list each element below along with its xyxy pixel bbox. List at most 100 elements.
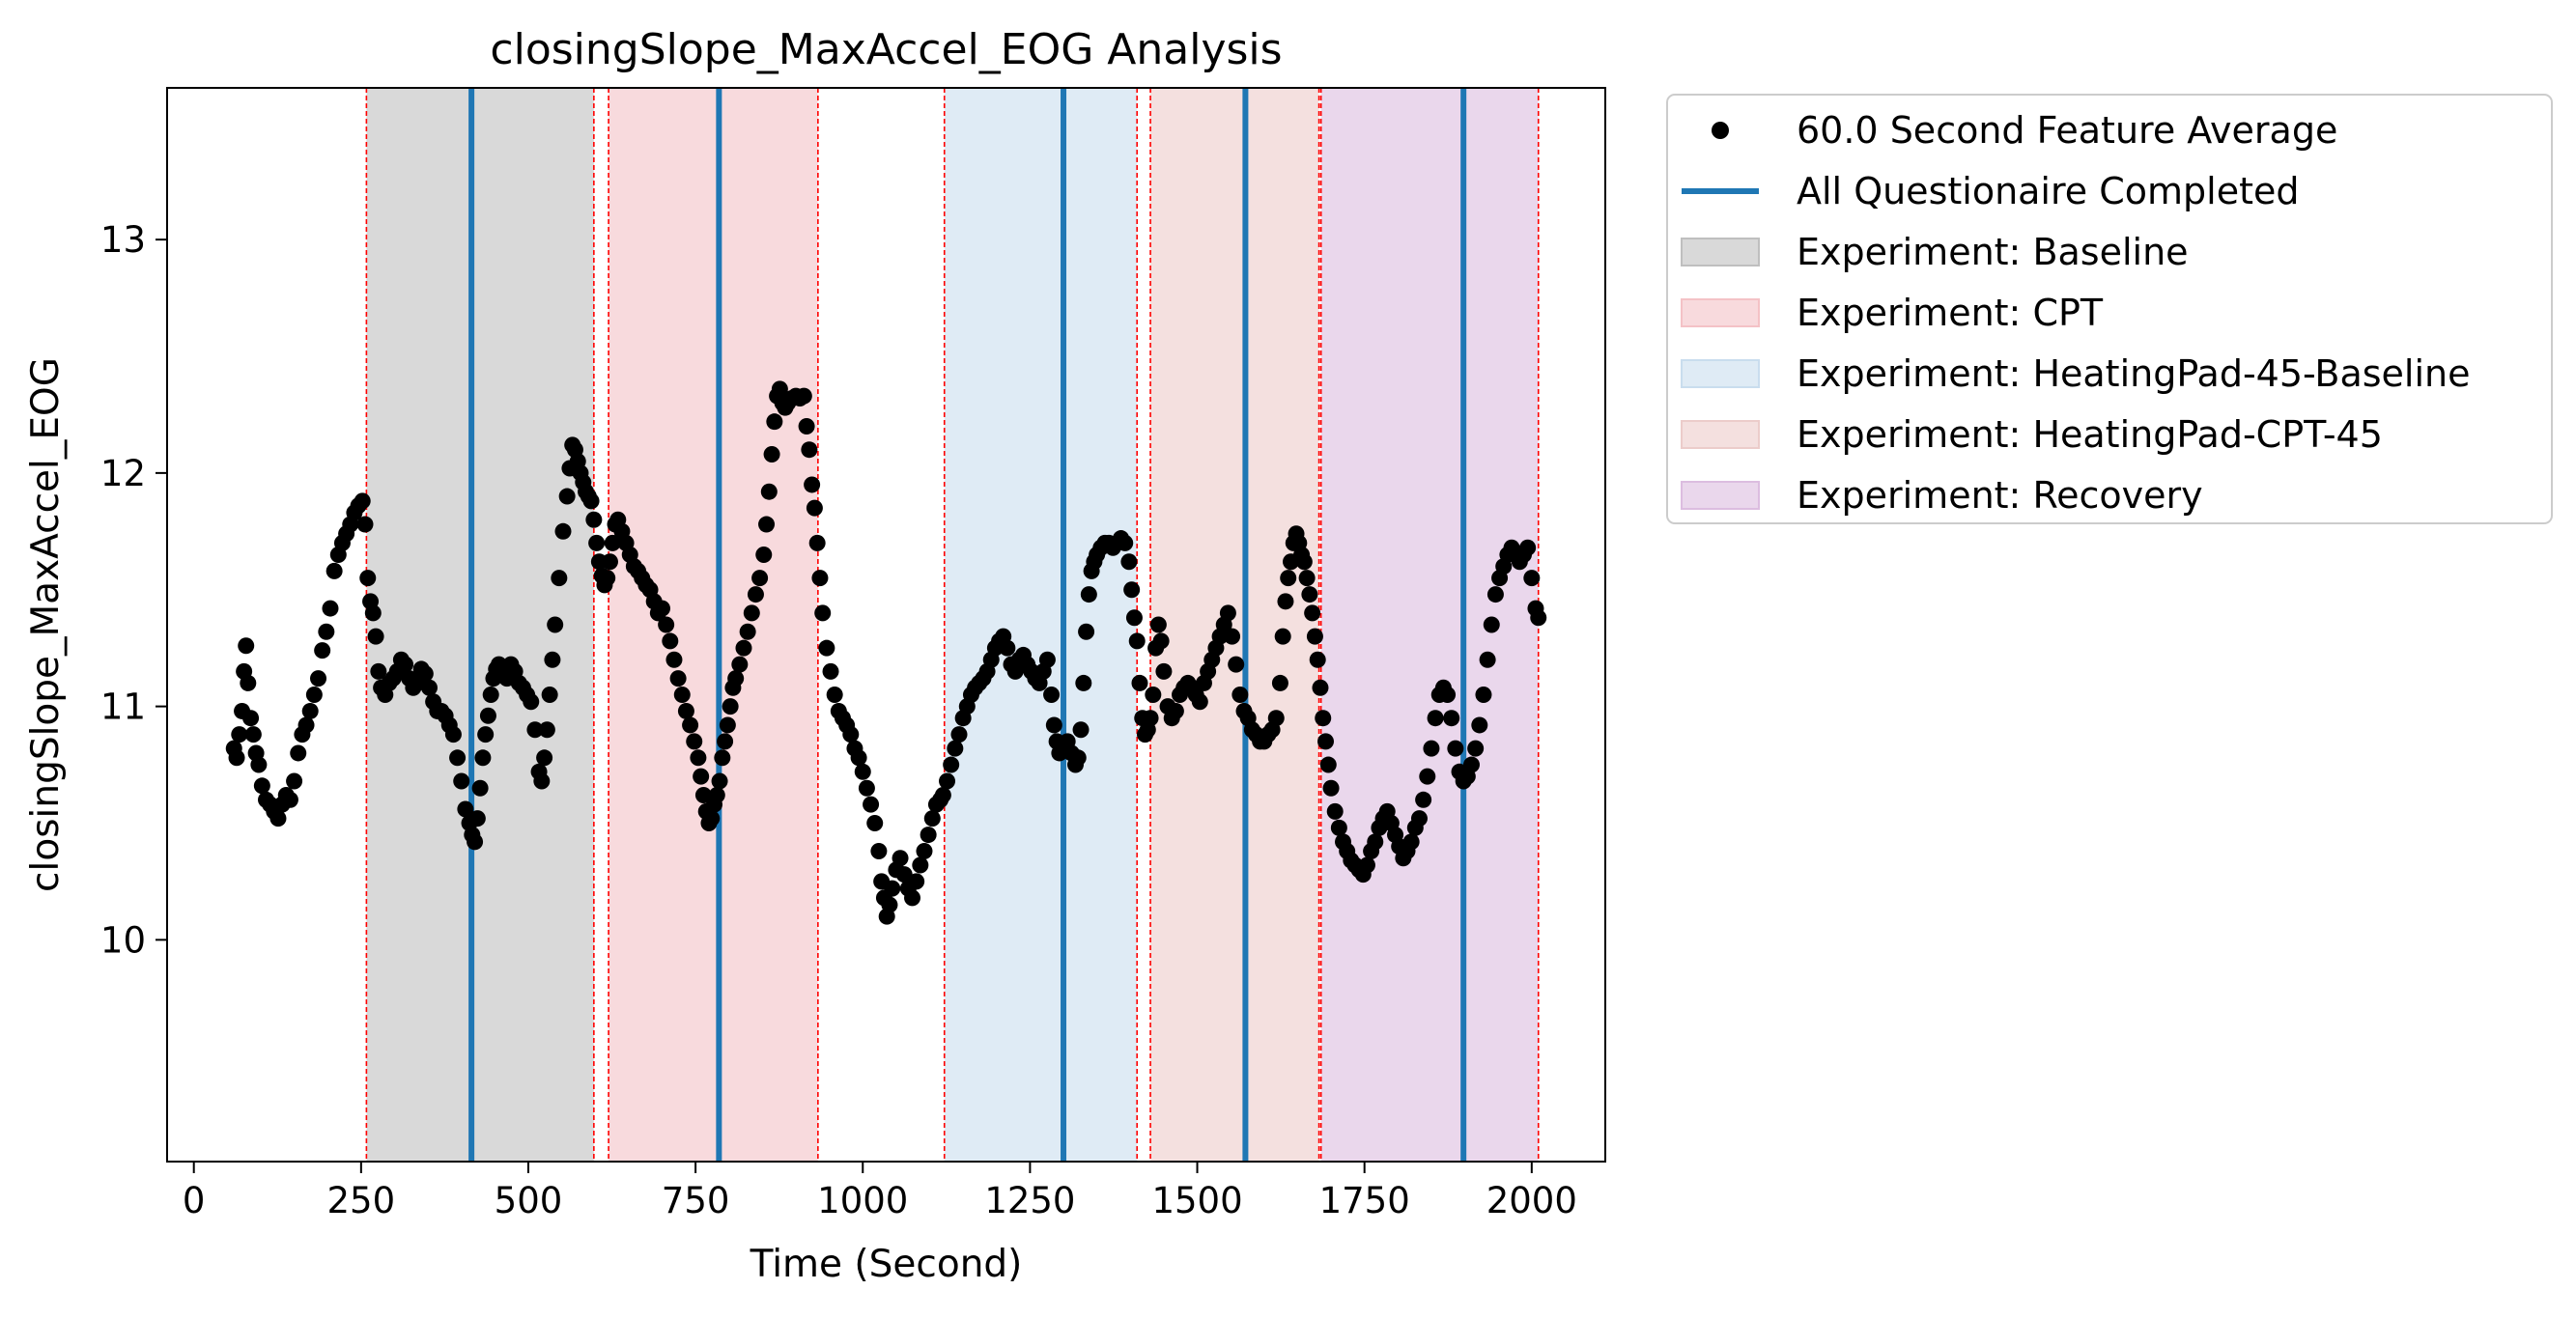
data-point <box>1078 623 1095 640</box>
data-point <box>601 553 618 571</box>
data-point <box>763 446 780 463</box>
data-point <box>1447 740 1464 757</box>
data-point <box>1131 674 1148 691</box>
data-point <box>758 516 776 533</box>
data-point <box>1125 609 1143 627</box>
data-point <box>912 856 929 874</box>
data-point <box>269 810 287 827</box>
data-point <box>826 687 843 704</box>
legend-label: 60.0 Second Feature Average <box>1797 109 2337 152</box>
data-point <box>1483 616 1500 633</box>
data-point <box>479 707 496 724</box>
data-point <box>703 810 721 827</box>
x-tick-label: 1000 <box>817 1180 908 1221</box>
data-point <box>1410 810 1428 827</box>
legend-patch-icon <box>1681 359 1760 388</box>
data-point <box>582 492 600 510</box>
data-point <box>1155 662 1173 680</box>
legend-label: Experiment: HeatingPad-45-Baseline <box>1797 352 2471 395</box>
data-point <box>1304 604 1321 622</box>
data-point <box>554 522 572 540</box>
data-point <box>281 791 298 808</box>
data-point <box>658 616 675 633</box>
data-point <box>950 726 968 743</box>
data-point <box>453 772 470 790</box>
data-point <box>474 749 492 767</box>
data-point <box>1120 553 1138 571</box>
data-point <box>585 511 603 528</box>
data-point <box>1280 570 1297 587</box>
data-point <box>686 733 703 750</box>
data-point <box>920 827 937 844</box>
x-tick-label: 1750 <box>1319 1180 1410 1221</box>
data-point <box>1315 710 1332 727</box>
data-point <box>708 786 725 803</box>
data-point <box>895 866 913 883</box>
x-tick-label: 2000 <box>1486 1180 1577 1221</box>
data-point <box>253 777 270 795</box>
data-point <box>326 562 343 579</box>
data-point <box>1330 819 1347 836</box>
data-point <box>231 726 248 743</box>
data-point <box>364 604 382 622</box>
data-point <box>551 570 568 587</box>
span-heatingpad-cpt-45 <box>1150 88 1319 1162</box>
data-point <box>1306 628 1323 645</box>
data-point <box>798 418 815 435</box>
span-heatingpad-45-baseline <box>944 88 1138 1162</box>
data-point <box>558 488 576 505</box>
y-tick-label: 12 <box>100 453 146 494</box>
legend-patch-icon <box>1681 481 1760 510</box>
data-point <box>457 800 474 818</box>
data-point <box>1358 856 1375 874</box>
experiment-spans <box>366 88 1539 1162</box>
data-point <box>1402 833 1420 851</box>
legend-label: Experiment: HeatingPad-CPT-45 <box>1797 413 2383 456</box>
data-point <box>1475 687 1492 704</box>
data-point <box>1523 570 1541 587</box>
data-point <box>1486 586 1504 603</box>
data-point <box>717 733 734 750</box>
data-point <box>1322 779 1340 797</box>
questionnaire-lines <box>468 88 1467 1162</box>
data-point <box>244 726 262 743</box>
data-point <box>467 833 484 851</box>
data-point <box>523 693 540 711</box>
data-point <box>1224 628 1241 645</box>
data-point <box>536 749 553 767</box>
data-point <box>804 476 821 493</box>
data-point <box>669 670 687 687</box>
legend-label: All Questionaire Completed <box>1797 170 2300 212</box>
x-tick-label: 1500 <box>1151 1180 1242 1221</box>
data-point <box>766 413 783 431</box>
data-point <box>1317 733 1335 750</box>
data-point <box>743 604 760 622</box>
legend-patch-icon <box>1681 420 1760 449</box>
data-point <box>892 850 909 867</box>
data-point <box>533 772 551 790</box>
data-point <box>301 702 319 719</box>
y-tick-label: 11 <box>100 687 146 728</box>
data-point <box>904 889 921 907</box>
data-point <box>1043 687 1061 704</box>
data-point <box>1312 679 1329 696</box>
data-point <box>842 726 860 743</box>
data-point <box>943 756 960 773</box>
data-point <box>1326 802 1344 820</box>
data-point <box>541 687 558 704</box>
data-point <box>850 749 867 767</box>
data-point <box>1298 570 1316 587</box>
data-point <box>310 670 327 687</box>
data-point <box>854 763 871 780</box>
data-point <box>755 546 773 563</box>
legend-frame <box>1666 94 2553 524</box>
data-point <box>356 516 374 533</box>
data-point <box>731 656 749 673</box>
legend-patch-icon <box>1681 298 1760 327</box>
data-point <box>1145 687 1162 704</box>
data-point <box>1080 586 1097 603</box>
data-point <box>870 842 888 859</box>
data-point <box>818 639 835 657</box>
x-tick-label: 500 <box>495 1180 563 1221</box>
data-point <box>939 772 956 790</box>
